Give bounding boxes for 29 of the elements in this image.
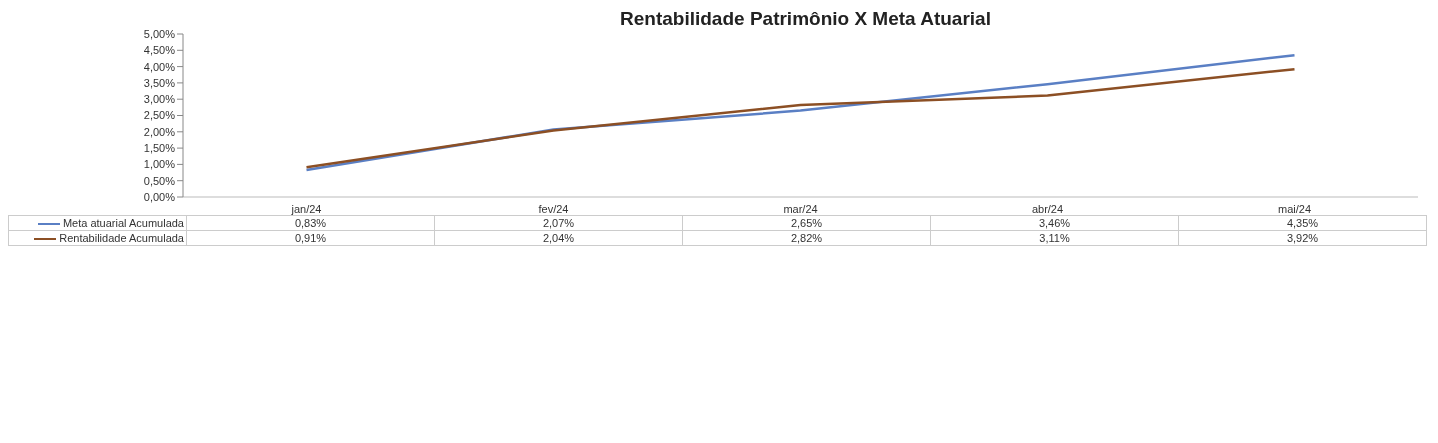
data-label: 3,46% xyxy=(930,215,1179,231)
data-label: 0,91% xyxy=(186,230,435,246)
x-tick-label: abr/24 xyxy=(1031,202,1064,215)
data-label: 3,11% xyxy=(930,230,1179,246)
data-label: 2,65% xyxy=(682,215,931,231)
data-label: 2,04% xyxy=(434,230,683,246)
data-label: 4,35% xyxy=(1178,215,1427,231)
y-tick-label: 3,00% xyxy=(143,93,176,106)
y-tick-label: 4,00% xyxy=(143,60,176,73)
chart-title: Rentabilidade Patrimônio X Meta Atuarial xyxy=(619,8,992,30)
y-tick-label: 4,50% xyxy=(143,44,176,57)
y-tick-label: 0,00% xyxy=(143,190,176,203)
y-tick-label: 5,00% xyxy=(143,27,176,40)
y-tick-label: 1,50% xyxy=(143,142,176,155)
legend-label: Rentabilidade Acumulada xyxy=(8,230,187,246)
x-tick-label: mar/24 xyxy=(783,202,818,215)
legend-label: Meta atuarial Acumulada xyxy=(8,215,187,231)
data-label: 2,82% xyxy=(682,230,931,246)
x-tick-label: fev/24 xyxy=(538,202,569,215)
x-tick-label: jan/24 xyxy=(290,202,322,215)
data-label: 0,83% xyxy=(186,215,435,231)
y-tick-label: 2,00% xyxy=(143,125,176,138)
y-tick-label: 1,00% xyxy=(143,158,176,171)
x-tick-label: mai/24 xyxy=(1277,202,1312,215)
y-tick-label: 3,50% xyxy=(143,76,176,89)
y-tick-label: 2,50% xyxy=(143,109,176,122)
data-label: 3,92% xyxy=(1178,230,1427,246)
data-label: 2,07% xyxy=(434,215,683,231)
y-tick-label: 0,50% xyxy=(143,174,176,187)
